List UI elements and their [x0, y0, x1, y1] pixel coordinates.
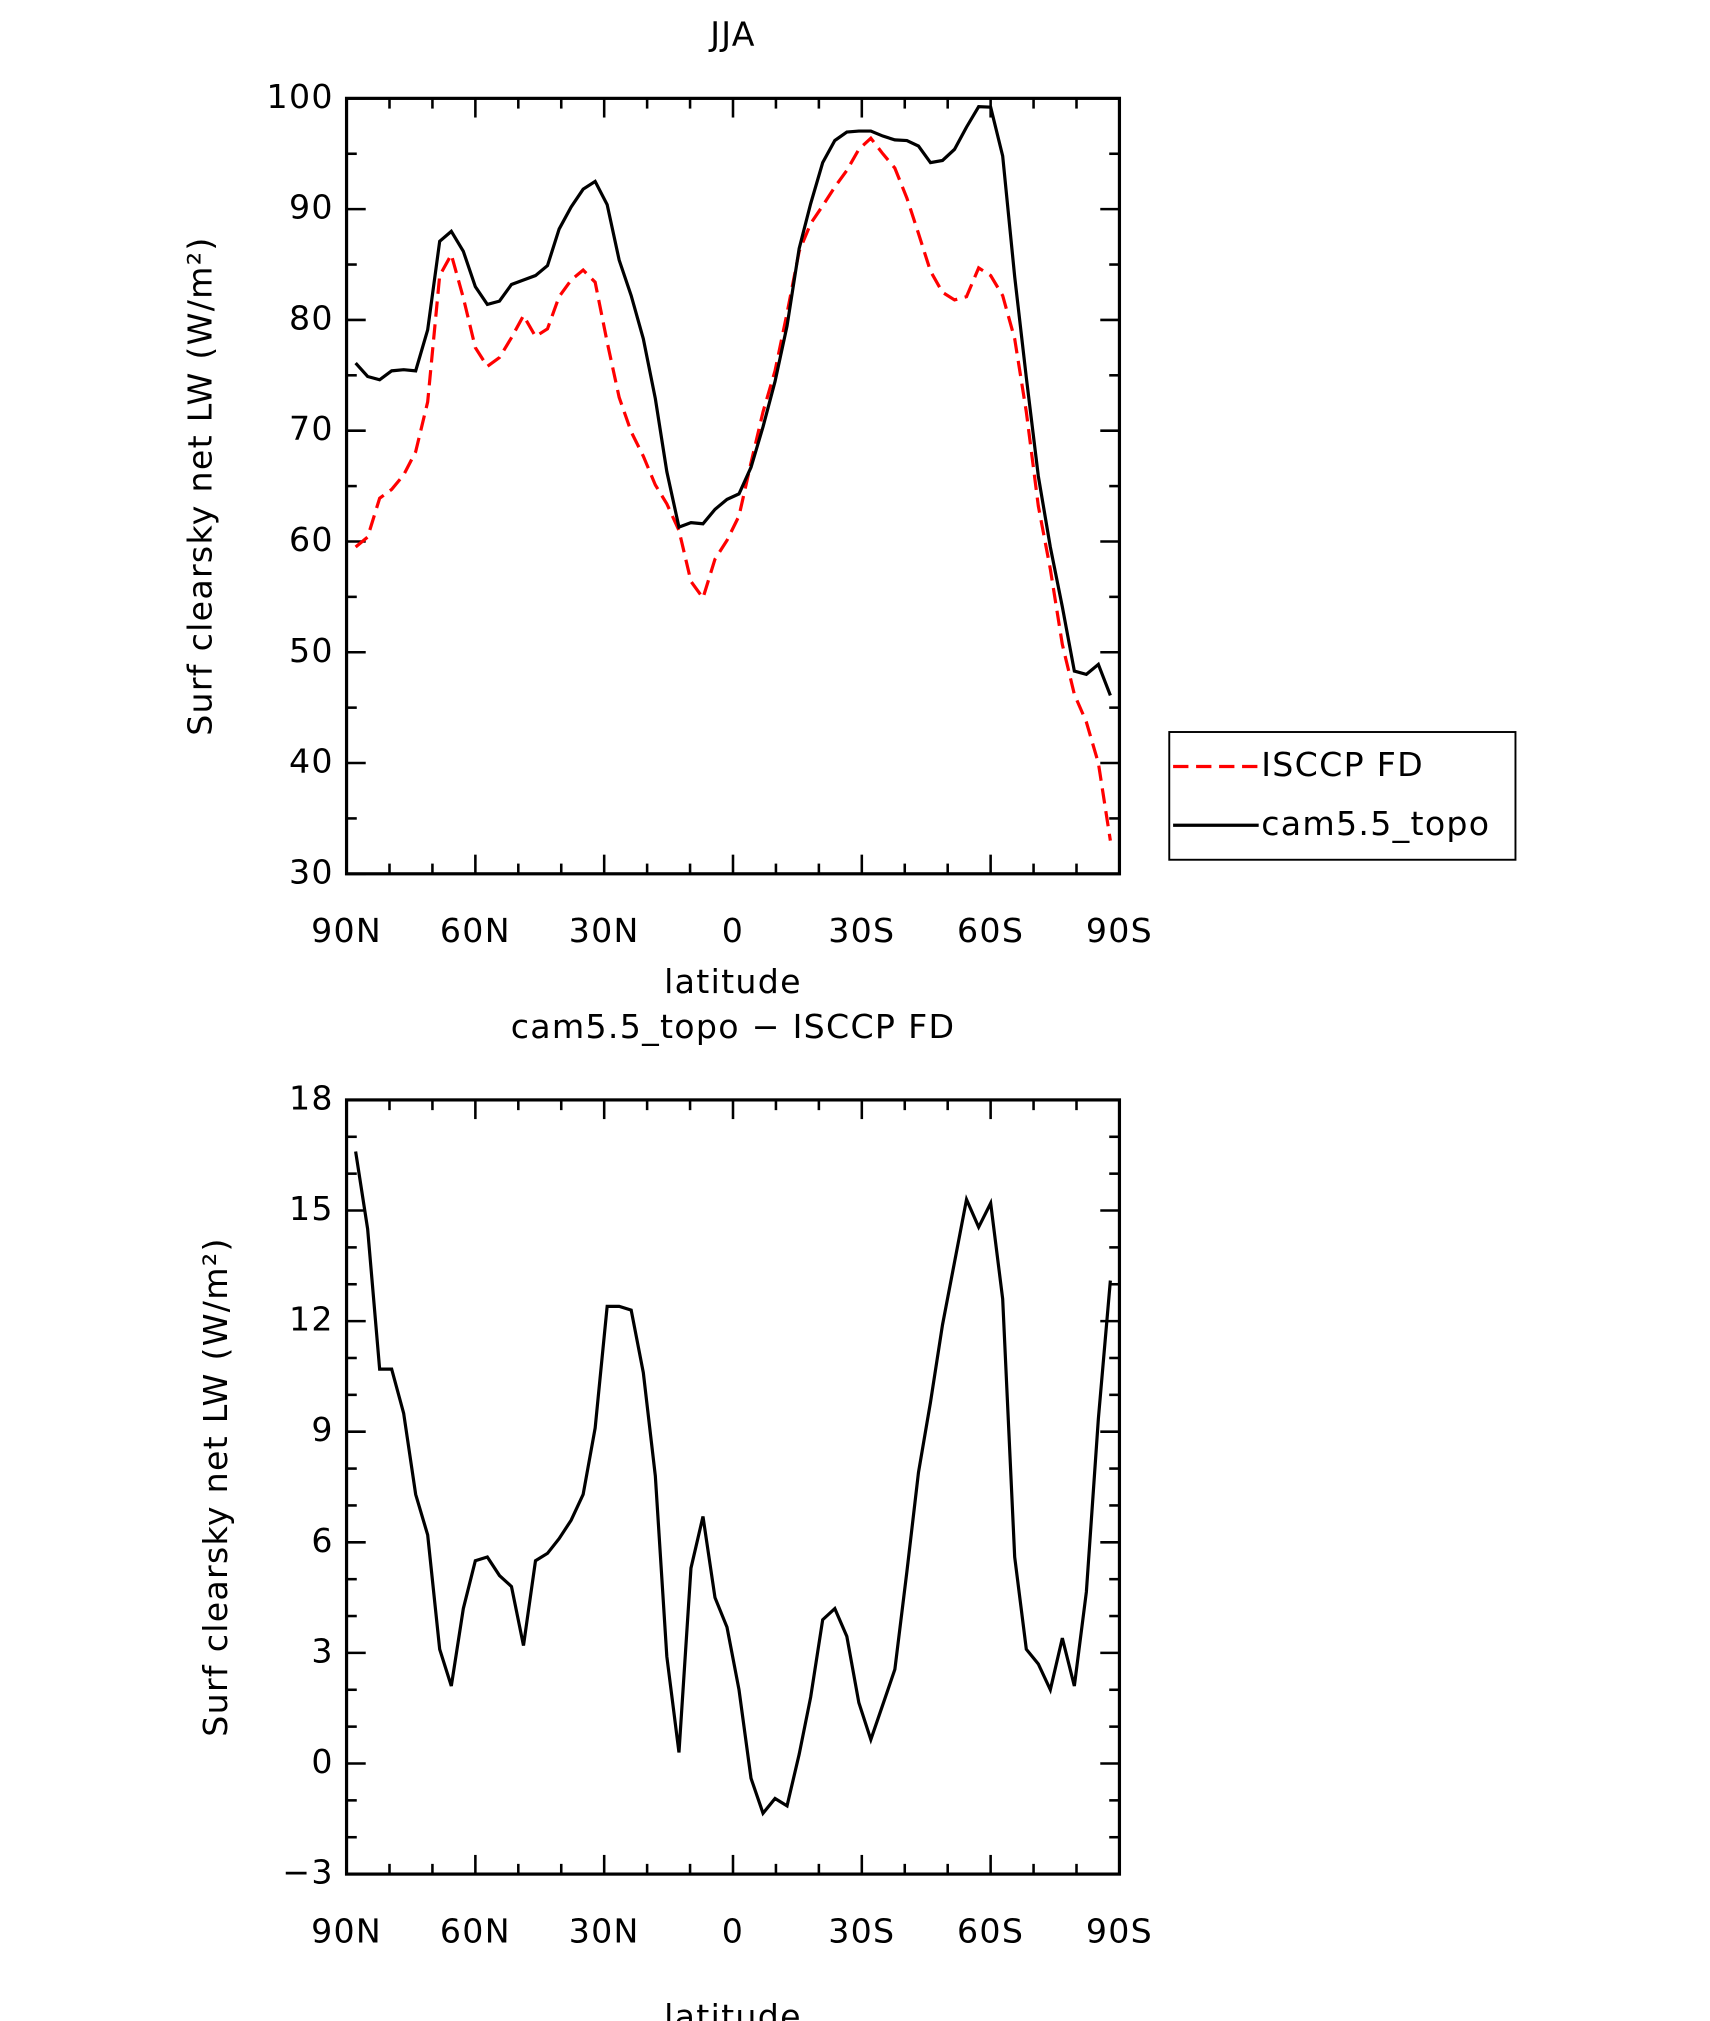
y-tick-label: 80: [289, 298, 334, 337]
data-line: [354, 135, 1112, 841]
x-tick-label: 90N: [311, 911, 382, 950]
y-tick-label: 50: [289, 631, 334, 670]
x-tick-label: 90S: [1086, 1911, 1153, 1950]
legend-label: ISCCP FD: [1261, 745, 1424, 784]
legend-box: [1168, 731, 1517, 861]
y-tick-label: 30: [289, 852, 334, 891]
y-axis-title: Surf clearsky net LW (W/m²): [181, 236, 220, 735]
x-axis-title: latitude: [664, 962, 802, 1001]
y-tick-label: 9: [311, 1410, 333, 1449]
x-tick-label: 90N: [311, 1911, 382, 1950]
y-tick-label: 12: [289, 1300, 334, 1339]
plot-frame: [344, 1098, 1122, 1876]
x-tick-label: 60N: [440, 911, 511, 950]
legend-label: cam5.5_topo: [1261, 804, 1490, 843]
x-tick-label: 0: [722, 1911, 744, 1950]
x-axis-title: latitude: [664, 1997, 802, 2021]
y-tick-label: 0: [311, 1742, 333, 1781]
data-line: [354, 105, 1112, 697]
y-tick-label: 40: [289, 742, 334, 781]
x-tick-label: 60S: [957, 911, 1024, 950]
y-tick-label: 6: [311, 1521, 333, 1560]
plot-frame: [344, 96, 1122, 876]
chart-title: JJA: [708, 14, 756, 53]
x-tick-label: 30N: [569, 911, 640, 950]
y-tick-label: 60: [289, 520, 334, 559]
x-tick-label: 30S: [828, 1911, 895, 1950]
data-line: [354, 1151, 1112, 1817]
x-tick-label: 60S: [957, 1911, 1024, 1950]
y-axis-title: Surf clearsky net LW (W/m²): [196, 1237, 235, 1736]
x-tick-label: 90S: [1086, 911, 1153, 950]
x-tick-label: 30S: [828, 911, 895, 950]
x-tick-label: 60N: [440, 1911, 511, 1950]
y-tick-label: 18: [289, 1078, 334, 1117]
y-tick-label: −3: [282, 1853, 334, 1892]
x-tick-label: 0: [722, 911, 744, 950]
x-tick-label: 30N: [569, 1911, 640, 1950]
chart-title: cam5.5_topo − ISCCP FD: [511, 1007, 956, 1046]
y-tick-label: 90: [289, 188, 334, 227]
y-tick-label: 3: [311, 1631, 333, 1670]
y-tick-label: 70: [289, 409, 334, 448]
y-tick-label: 15: [289, 1189, 334, 1228]
y-tick-label: 100: [267, 77, 334, 116]
